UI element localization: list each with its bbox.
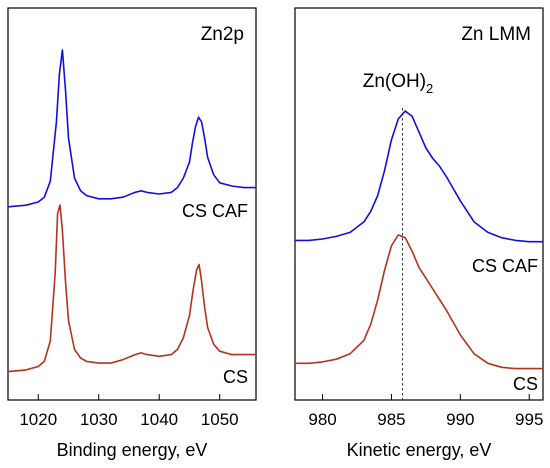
zn-oh2-annotation: Zn(OH)2: [363, 71, 434, 96]
zn-lmm-panel: Zn LMM Zn(OH)2 980 985 990 995 CS CAF CS Ki…: [294, 7, 544, 460]
zn-lmm-plot-frame: [294, 7, 544, 401]
x-tick-label: 995: [515, 410, 543, 429]
zn2p-series-label-cs-caf: CS CAF: [182, 201, 248, 221]
x-tick-label: 1030: [80, 410, 118, 429]
zn-oh2-annotation-subscript: 2: [426, 81, 433, 96]
zn2p-x-axis-label: Binding energy, eV: [57, 440, 208, 460]
series-line-cs: [295, 234, 543, 370]
zn-lmm-x-axis-label: Kinetic energy, eV: [347, 440, 492, 460]
zn-lmm-series: [295, 110, 543, 370]
x-tick-label: 990: [446, 410, 474, 429]
zn2p-x-ticks: 1020 1030 1040 1050: [19, 394, 239, 429]
x-tick-label: 980: [308, 410, 336, 429]
zn-lmm-x-ticks: 980 985 990 995: [308, 394, 543, 429]
x-tick-label: 985: [377, 410, 405, 429]
x-tick-label: 1040: [140, 410, 178, 429]
series-line-cs: [7, 204, 256, 373]
zn2p-plot-frame: [7, 7, 257, 401]
x-tick-label: 1050: [201, 410, 239, 429]
zn-oh2-annotation-text: Zn(OH): [363, 71, 426, 92]
x-tick-label: 1020: [19, 410, 57, 429]
series-line-cs-caf: [295, 110, 543, 243]
zn2p-panel-label: Zn2p: [201, 24, 244, 45]
zn2p-panel: Zn2p 1020 1030 1040 1050 CS CAF CS Binding …: [7, 7, 257, 460]
zn-lmm-series-label-cs-caf: CS CAF: [472, 256, 538, 276]
zn2p-series-label-cs: CS: [223, 367, 248, 387]
zn-lmm-panel-label: Zn LMM: [461, 24, 531, 45]
series-line-cs-caf: [7, 49, 256, 208]
zn2p-series: [7, 49, 256, 373]
zn-lmm-series-label-cs: CS: [513, 374, 538, 394]
